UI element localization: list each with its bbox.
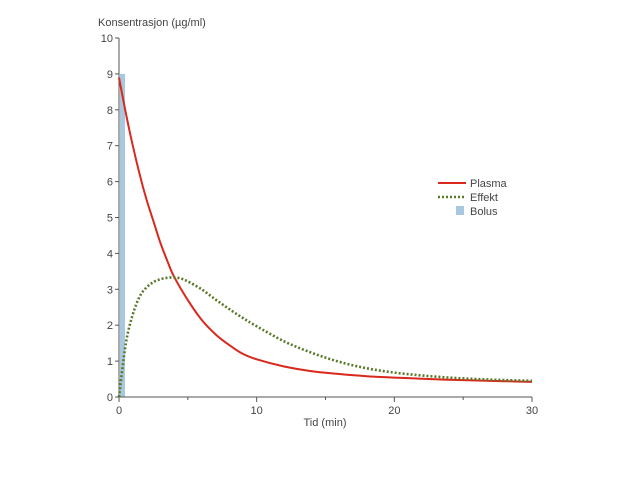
series-line-plasma [118, 77, 533, 383]
y-tick-label: 1 [107, 356, 113, 368]
legend-label-effekt: Effekt [470, 192, 498, 204]
x-tick-label: 0 [116, 405, 122, 417]
x-ticks: 0 10 20 30 [116, 397, 538, 417]
x-tick-label: 30 [526, 405, 538, 417]
series-layer [117, 77, 533, 398]
y-tick-label: 8 [107, 105, 113, 117]
y-tick-label: 4 [107, 248, 113, 260]
y-tick-label: 10 [101, 33, 113, 45]
x-axis-title: Tid (min) [304, 417, 347, 429]
y-tick-label: 5 [107, 213, 113, 225]
legend-label-plasma: Plasma [470, 178, 508, 190]
y-tick-label: 3 [107, 284, 113, 296]
x-tick-label: 10 [251, 405, 263, 417]
x-tick-label: 20 [388, 405, 400, 417]
bolus-layer [120, 73, 125, 398]
y-axis-title: Konsentrasjon (µg/ml) [98, 17, 206, 29]
y-tick-label: 0 [107, 392, 113, 404]
legend-swatch-bolus [456, 206, 464, 215]
bolus-bar [120, 73, 125, 398]
series-line-effekt [117, 276, 533, 398]
y-tick-label: 9 [107, 69, 113, 81]
y-tick-label: 6 [107, 177, 113, 189]
legend: Plasma Effekt Bolus [438, 178, 508, 218]
y-tick-label: 2 [107, 320, 113, 332]
y-tick-label: 7 [107, 141, 113, 153]
legend-label-bolus: Bolus [470, 206, 498, 218]
y-ticks: 0 1 2 3 4 5 6 7 8 9 10 [101, 33, 119, 404]
